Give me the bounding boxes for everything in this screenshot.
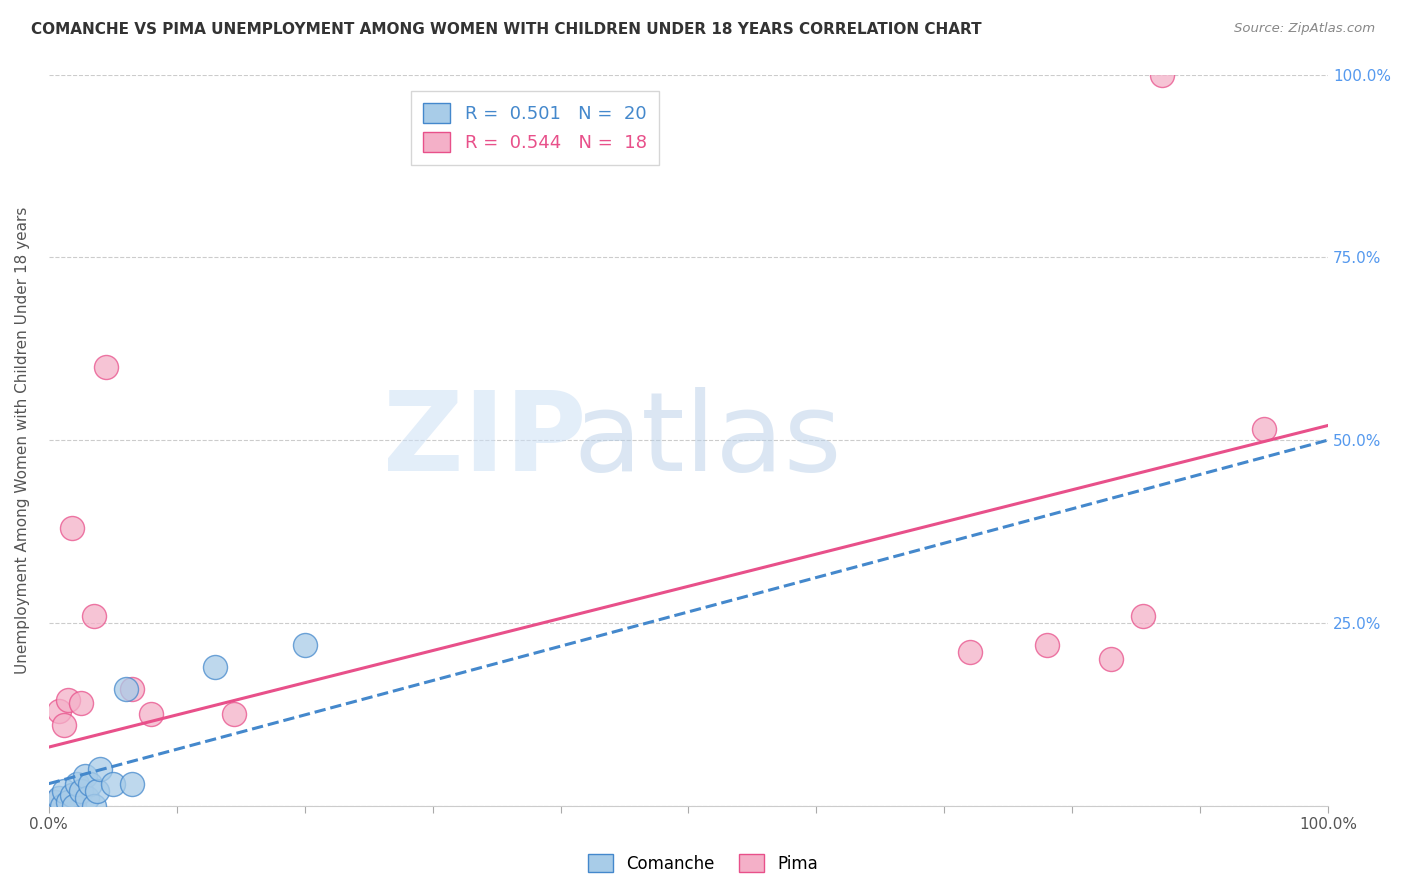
Point: [294, 638, 316, 652]
Text: COMANCHE VS PIMA UNEMPLOYMENT AMONG WOMEN WITH CHILDREN UNDER 18 YEARS CORRELATI: COMANCHE VS PIMA UNEMPLOYMENT AMONG WOME…: [31, 22, 981, 37]
Point: [48, 791, 70, 805]
Point: [69, 696, 91, 710]
Point: [96, 359, 118, 374]
Point: [1253, 422, 1275, 436]
Point: [60, 521, 83, 535]
Point: [114, 681, 136, 696]
Y-axis label: Unemployment Among Women with Children Under 18 years: Unemployment Among Women with Children U…: [15, 206, 30, 673]
Point: [44, 795, 66, 809]
Point: [69, 784, 91, 798]
Point: [56, 795, 79, 809]
Legend: Comanche, Pima: Comanche, Pima: [581, 847, 825, 880]
Point: [83, 608, 105, 623]
Point: [79, 777, 101, 791]
Point: [1035, 638, 1057, 652]
Point: [89, 762, 111, 776]
Text: ZIP: ZIP: [382, 386, 586, 493]
Point: [1150, 68, 1173, 82]
Point: [60, 788, 83, 802]
Point: [83, 798, 105, 813]
Point: [51, 798, 73, 813]
Point: [1132, 608, 1154, 623]
Point: [204, 659, 226, 673]
Point: [121, 777, 143, 791]
Point: [73, 769, 96, 783]
Point: [139, 707, 162, 722]
Point: [121, 681, 143, 696]
Point: [101, 777, 124, 791]
Point: [224, 707, 246, 722]
Point: [66, 777, 89, 791]
Point: [53, 718, 76, 732]
Point: [48, 704, 70, 718]
Point: [66, 788, 89, 802]
Legend: R =  0.501   N =  20, R =  0.544   N =  18: R = 0.501 N = 20, R = 0.544 N = 18: [411, 91, 659, 165]
Point: [959, 645, 981, 659]
Point: [1099, 652, 1122, 666]
Point: [86, 784, 108, 798]
Point: [44, 795, 66, 809]
Point: [63, 798, 86, 813]
Point: [53, 784, 76, 798]
Point: [56, 692, 79, 706]
Point: [76, 791, 98, 805]
Text: Source: ZipAtlas.com: Source: ZipAtlas.com: [1234, 22, 1375, 36]
Text: atlas: atlas: [574, 386, 842, 493]
